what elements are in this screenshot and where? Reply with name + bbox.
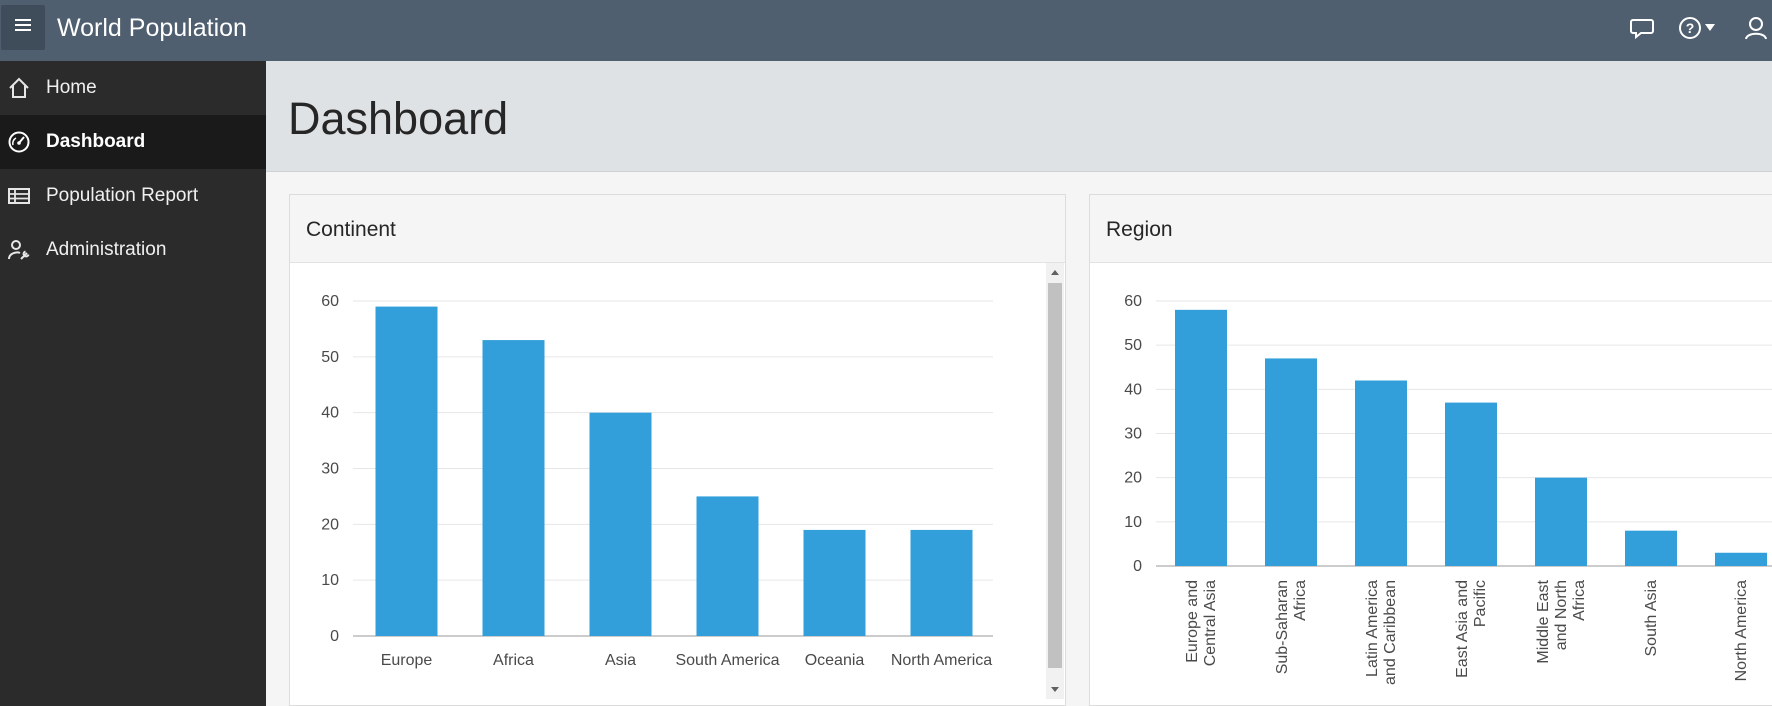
y-tick-label: 50 — [1124, 337, 1142, 354]
region-chart-region: Region 0 10 20 30 40 50 60 Europe and Central As… — [1089, 194, 1772, 706]
x-tick-label: East Asia and Pacific — [1454, 580, 1489, 678]
y-tick-label: 20 — [1124, 470, 1142, 487]
sidebar-item-label: Dashboard — [46, 131, 146, 152]
bar[interactable] — [910, 529, 973, 636]
x-tick-label: South Asia — [1643, 580, 1660, 657]
help-menu-button[interactable]: ? — [1676, 14, 1720, 46]
y-tick-label: 50 — [321, 349, 339, 366]
bar[interactable] — [803, 529, 866, 636]
x-tick-label: South America — [675, 652, 779, 669]
x-tick-label: Africa — [493, 652, 534, 669]
x-tick-label: Europe — [381, 652, 433, 669]
region-title: Region — [1106, 218, 1173, 241]
x-tick-label-line: Middle East — [1535, 579, 1552, 663]
x-tick-label: North America — [1733, 580, 1750, 681]
x-tick-label-line: Latin America — [1364, 580, 1381, 677]
x-tick-label: North America — [891, 652, 992, 669]
sidebar-item-administration[interactable]: Administration — [0, 223, 266, 277]
x-tick-label-line: Africa — [1571, 580, 1588, 621]
hamburger-menu-button[interactable] — [1, 5, 45, 50]
x-tick-label-line: and Caribbean — [1382, 580, 1399, 685]
scroll-up-button[interactable] — [1046, 263, 1064, 281]
y-tick-label: 30 — [321, 461, 339, 478]
bar[interactable] — [696, 496, 759, 636]
scroll-down-button[interactable] — [1046, 681, 1064, 699]
dashboard-gauge-icon — [6, 129, 32, 155]
y-tick-label: 40 — [321, 405, 339, 422]
x-tick-label-line: and North — [1553, 580, 1570, 650]
bar[interactable] — [1355, 380, 1407, 567]
x-tick-label-line: South Asia — [1643, 580, 1660, 657]
bar[interactable] — [1715, 552, 1767, 566]
continent-chart-region: Continent 0 10 20 30 40 50 60 Europe Africa Asia S… — [289, 194, 1066, 706]
bar[interactable] — [589, 412, 652, 636]
bar[interactable] — [1445, 402, 1497, 566]
user-wrench-icon — [6, 237, 32, 263]
x-tick-label: Sub-Saharan Africa — [1274, 580, 1309, 674]
bar[interactable] — [1265, 358, 1317, 566]
y-tick-label: 30 — [1124, 426, 1142, 443]
region-scrollbar[interactable] — [1046, 263, 1064, 699]
feedback-button[interactable] — [1626, 14, 1658, 46]
y-tick-label: 40 — [1124, 381, 1142, 398]
sidebar-item-population-report[interactable]: Population Report — [0, 169, 266, 223]
region-bar-chart: 0 10 20 30 40 50 60 Europe and Central Asia Sub-S… — [1124, 293, 1772, 685]
y-tick-label: 60 — [1124, 293, 1142, 310]
x-tick-label: Middle East and North Africa — [1535, 579, 1588, 663]
sidebar-item-label: Population Report — [46, 185, 199, 206]
x-tick-label: Asia — [605, 652, 636, 669]
page-title-bar: Dashboard — [266, 61, 1772, 172]
y-tick-label: 10 — [1124, 514, 1142, 531]
x-tick-label-line: North America — [1733, 580, 1750, 681]
page-title: Dashboard — [288, 93, 509, 144]
svg-text:?: ? — [1686, 20, 1695, 36]
y-tick-label: 10 — [321, 572, 339, 589]
sidebar-item-dashboard[interactable]: Dashboard — [0, 115, 266, 169]
sidebar-item-label: Home — [46, 77, 97, 98]
region-title: Continent — [306, 218, 396, 241]
y-tick-label: 60 — [321, 293, 339, 310]
side-navigation: Home Dashboard Population Report Adminis… — [0, 61, 266, 706]
region-header: Continent — [290, 195, 1065, 263]
x-tick-label: Europe and Central Asia — [1184, 580, 1219, 666]
x-tick-label-line: Sub-Saharan — [1274, 580, 1291, 674]
app-title[interactable]: World Population — [57, 14, 247, 42]
bar[interactable] — [1175, 309, 1227, 566]
y-tick-label: 0 — [1133, 558, 1142, 575]
continent-bar-chart: 0 10 20 30 40 50 60 Europe Africa Asia South Ameri… — [321, 293, 993, 669]
help-icon: ? — [1678, 15, 1718, 46]
y-tick-label: 0 — [330, 628, 339, 645]
x-tick-label-line: East Asia and — [1454, 580, 1471, 678]
bar[interactable] — [1625, 530, 1677, 566]
x-tick-label: Latin America and Caribbean — [1364, 580, 1399, 685]
bar[interactable] — [1535, 477, 1587, 566]
bar[interactable] — [375, 306, 438, 636]
region-header: Region — [1090, 195, 1772, 263]
sidebar-item-label: Administration — [46, 239, 167, 260]
x-tick-label: Oceania — [805, 652, 865, 669]
scroll-up-icon — [1050, 263, 1060, 281]
user-icon — [1743, 15, 1769, 46]
x-tick-label-line: Africa — [1292, 580, 1309, 621]
bar[interactable] — [482, 340, 545, 636]
sidebar-item-home[interactable]: Home — [0, 61, 266, 115]
table-icon — [6, 183, 32, 209]
scroll-down-icon — [1050, 681, 1060, 699]
y-tick-label: 20 — [321, 516, 339, 533]
x-tick-label-line: Central Asia — [1202, 580, 1219, 666]
x-tick-label-line: Europe and — [1184, 580, 1201, 663]
user-menu-button[interactable] — [1740, 14, 1772, 46]
scroll-thumb[interactable] — [1048, 283, 1062, 668]
top-header: World Population ? — [0, 0, 1772, 61]
feedback-icon — [1629, 16, 1655, 45]
home-icon — [6, 75, 32, 101]
x-tick-label-line: Pacific — [1472, 580, 1489, 627]
hamburger-menu-icon — [13, 17, 33, 38]
